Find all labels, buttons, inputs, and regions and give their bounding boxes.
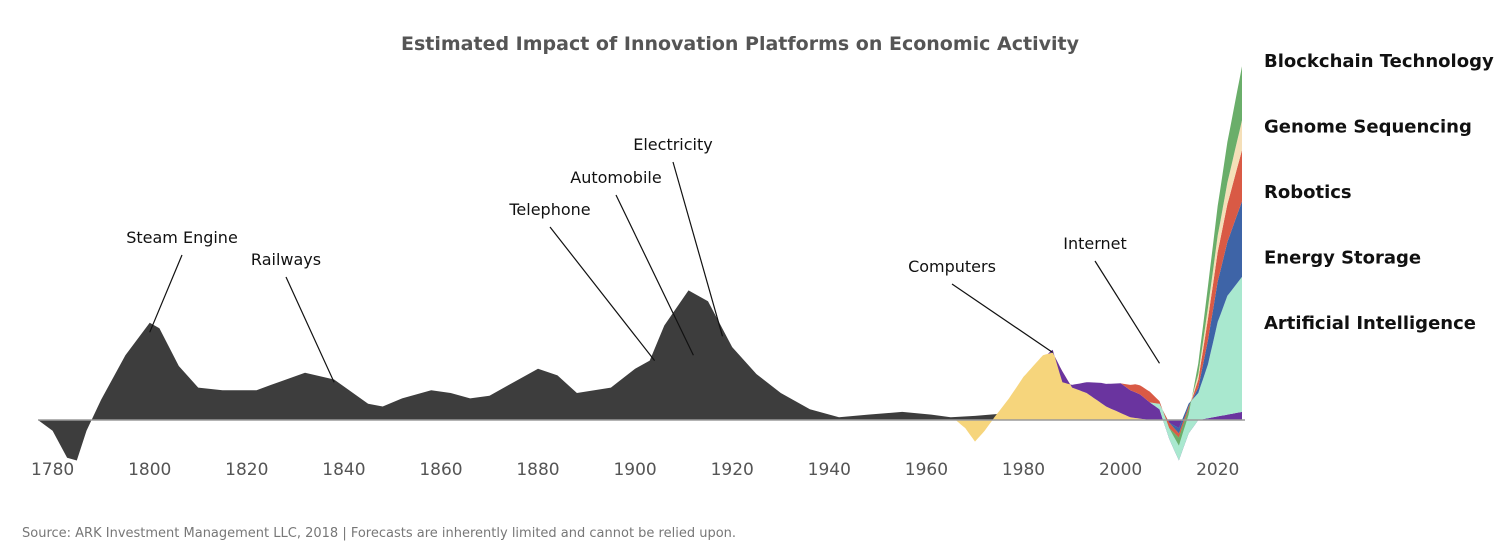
- legend-artificial-intelligence: Artificial Intelligence: [1264, 313, 1476, 334]
- annotation-electricity: Electricity: [633, 135, 712, 154]
- x-axis-ticks: 1780 1800 1820 1840 1860 1880 1900 1920 1940 1960…: [31, 460, 1239, 480]
- chart-title: Estimated Impact of Innovation Platforms…: [401, 33, 1080, 55]
- x-tick-label: 1780: [31, 460, 74, 480]
- x-tick-label: 1880: [516, 460, 559, 480]
- x-tick-label: 1960: [905, 460, 948, 480]
- annotation-telephone: Telephone: [508, 200, 590, 219]
- annotation-railways: Railways: [251, 250, 321, 269]
- x-tick-label: 2000: [1099, 460, 1142, 480]
- x-tick-label: 1920: [711, 460, 754, 480]
- legend: Blockchain Technology Genome Sequencing Ro…: [1264, 51, 1494, 334]
- annotation-leader-internet: [1094, 260, 1161, 364]
- annotation-automobile: Automobile: [570, 168, 661, 187]
- x-tick-label: 1800: [128, 460, 171, 480]
- legend-energy-storage: Energy Storage: [1264, 248, 1421, 269]
- legend-robotics: Robotics: [1264, 182, 1352, 203]
- historical-areas: [38, 290, 1145, 461]
- legend-blockchain-technology: Blockchain Technology: [1264, 51, 1494, 72]
- x-tick-label: 2020: [1196, 460, 1239, 480]
- annotation-leader-computers: [951, 283, 1054, 353]
- x-tick-label: 1820: [225, 460, 268, 480]
- area-steam-engine: [38, 290, 1145, 461]
- x-tick-label: 1900: [613, 460, 656, 480]
- emerging-platform-areas: [955, 66, 1242, 461]
- annotations: Steam Engine Railways Telephone Automobile E…: [126, 135, 1161, 383]
- annotation-leader-automobile: [615, 194, 694, 356]
- x-tick-label: 1840: [322, 460, 365, 480]
- annotation-leader-electricity: [672, 161, 724, 337]
- x-tick-label: 1860: [419, 460, 462, 480]
- x-tick-label: 1940: [808, 460, 851, 480]
- annotation-leader-steam-engine: [149, 254, 183, 333]
- legend-genome-sequencing: Genome Sequencing: [1264, 117, 1472, 138]
- annotation-computers: Computers: [908, 257, 996, 276]
- annotation-leader-telephone: [549, 226, 656, 361]
- annotation-steam-engine: Steam Engine: [126, 228, 238, 247]
- annotation-internet: Internet: [1063, 234, 1127, 253]
- x-tick-label: 1980: [1002, 460, 1045, 480]
- source-note: Source: ARK Investment Management LLC, 2…: [22, 526, 736, 541]
- annotation-leader-railways: [285, 276, 335, 383]
